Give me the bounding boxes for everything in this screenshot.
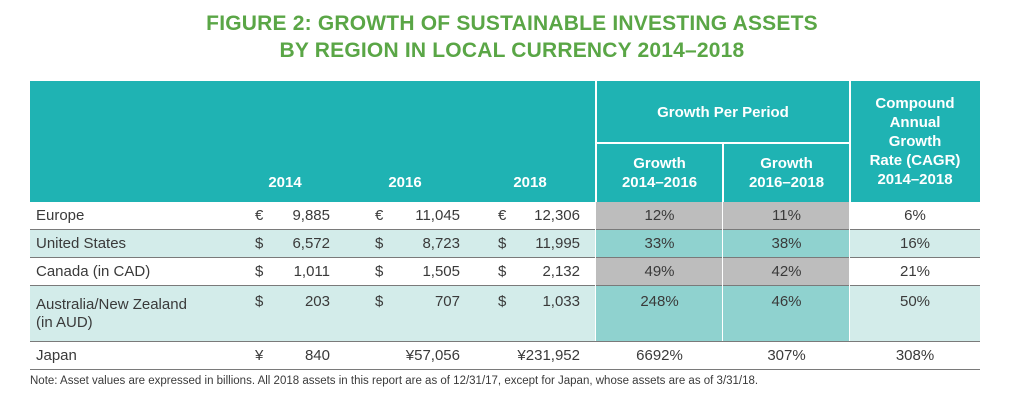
figure-title: FIGURE 2: GROWTH OF SUSTAINABLE INVESTIN… [0, 10, 1024, 64]
header-growth-2016-2018: Growth 2016–2018 [723, 143, 850, 202]
data-table: 2014 2016 2018 Growth Per Period Growth 2… [30, 81, 980, 370]
value-2014: $203 [255, 293, 330, 310]
value-2016: ¥57,056 [405, 347, 460, 364]
value-2018: $2,132 [498, 263, 580, 280]
value-2018: $11,995 [498, 235, 580, 252]
column-divider [595, 202, 596, 341]
table-row-europe: Europe €9,885 €11,045 €12,306 12% 11% 6% [30, 202, 980, 229]
row-separator [30, 229, 980, 230]
column-divider [849, 202, 850, 341]
header-2016: 2016 [350, 81, 460, 202]
cagr-value: 50% [899, 293, 931, 310]
cagr-value: 21% [899, 263, 931, 280]
row-separator [30, 341, 980, 342]
header-2018: 2018 [475, 81, 585, 202]
table-row-united-states: United States $6,572 $8,723 $11,995 33% … [30, 230, 980, 257]
growth-2014-2016: 12% [644, 207, 675, 224]
value-2018: ¥231,952 [517, 347, 580, 364]
growth-2016-2018: 307% [767, 347, 806, 364]
value-2014: $6,572 [255, 235, 330, 252]
growth-2016-2018: 11% [772, 207, 801, 224]
title-line-2: BY REGION IN LOCAL CURRENCY 2014–2018 [279, 39, 745, 62]
growth-2016-2018: 46% [771, 293, 802, 310]
growth-2016-2018: 42% [771, 263, 802, 280]
region-label: Canada (in CAD) [36, 263, 151, 280]
growth-2016-2018: 38% [771, 235, 802, 252]
region-label: Australia/New Zealand (in AUD) [36, 295, 187, 331]
growth-2014-2016: 248% [640, 293, 679, 310]
value-2014: ¥840 [255, 347, 330, 364]
growth-2014-2016: 49% [644, 263, 675, 280]
region-label: Japan [36, 347, 77, 364]
header-growth-per-period: Growth Per Period [596, 81, 850, 143]
region-label: United States [36, 235, 127, 252]
header-divider [595, 81, 597, 202]
cagr-value: 16% [899, 235, 931, 252]
growth-2014-2016: 33% [644, 235, 675, 252]
cagr-value: 6% [904, 207, 926, 224]
value-2016: $1,505 [375, 263, 460, 280]
footnote: Note: Asset values are expressed in bill… [30, 375, 759, 387]
row-separator [30, 369, 980, 370]
table-row-japan: Japan ¥840 ¥57,056 ¥231,952 6692% 307% 3… [30, 342, 980, 369]
column-divider [722, 202, 723, 341]
header-growth-2014-2016: Growth 2014–2016 [596, 143, 723, 202]
cagr-value: 308% [895, 347, 935, 364]
value-2014: €9,885 [255, 207, 330, 224]
row-separator [30, 257, 980, 258]
region-label: Europe [36, 207, 85, 224]
table-row-australia-new-zealand: Australia/New Zealand (in AUD) $203 $707 … [30, 286, 980, 341]
table-row-canada: Canada (in CAD) $1,011 $1,505 $2,132 49%… [30, 258, 980, 285]
header-divider [849, 81, 851, 202]
growth-2014-2016: 6692% [636, 347, 683, 364]
header-cagr: Compound Annual Growth Rate (CAGR) 2014–2018 [850, 81, 980, 202]
header-divider [722, 143, 724, 202]
value-2016: $707 [375, 293, 460, 310]
title-line-1: FIGURE 2: GROWTH OF SUSTAINABLE INVESTIN… [206, 12, 818, 35]
value-2014: $1,011 [255, 263, 330, 280]
header-2014: 2014 [235, 81, 335, 202]
value-2016: $8,723 [375, 235, 460, 252]
header-divider [596, 142, 850, 144]
row-separator [30, 285, 980, 286]
value-2018: $1,033 [498, 293, 580, 310]
value-2016: €11,045 [375, 207, 460, 224]
value-2018: €12,306 [498, 207, 580, 224]
